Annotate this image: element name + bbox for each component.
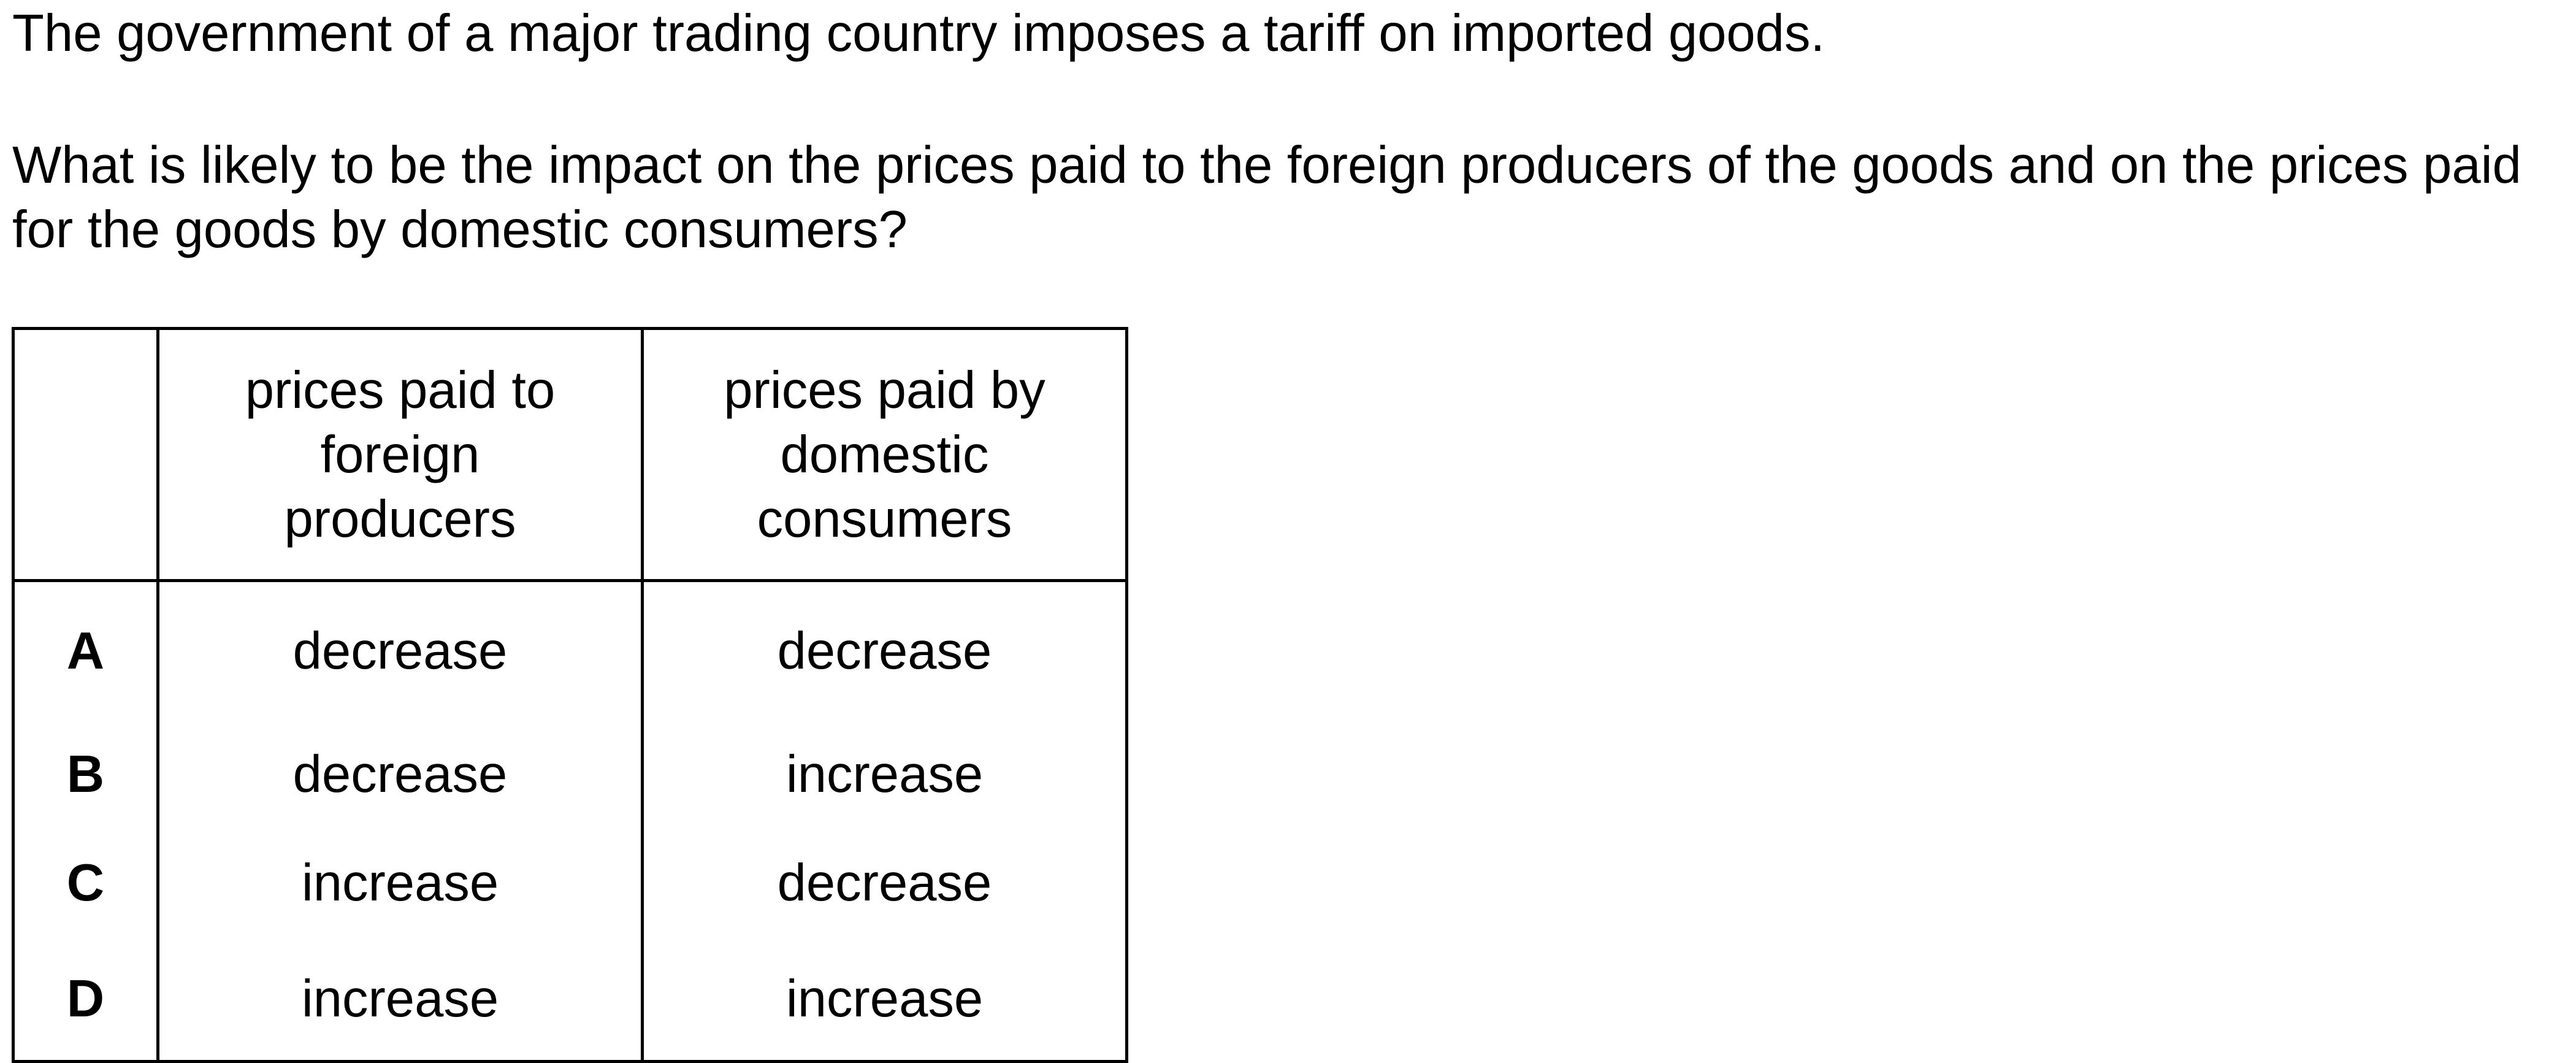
option-row-b[interactable]: B decrease increase xyxy=(12,720,1128,829)
table-header-row: prices paid to foreign producers prices … xyxy=(12,327,1128,582)
header-empty-cell xyxy=(12,327,158,582)
question-stem-intro: The government of a major trading countr… xyxy=(12,4,1825,63)
option-domestic-value: increase xyxy=(641,937,1128,1063)
header-domestic-consumers: prices paid by domestic consumers xyxy=(641,327,1128,582)
option-letter: B xyxy=(12,720,158,829)
option-domestic-value: increase xyxy=(641,720,1128,829)
option-domestic-value: decrease xyxy=(641,580,1128,720)
option-foreign-value: decrease xyxy=(156,720,643,829)
option-row-a[interactable]: A decrease decrease xyxy=(12,580,1128,720)
question-prompt-text: What is likely to be the impact on the p… xyxy=(12,136,2521,259)
header-foreign-producers: prices paid to foreign producers xyxy=(156,327,643,582)
option-letter: C xyxy=(12,829,158,937)
option-domestic-value: decrease xyxy=(641,829,1128,937)
option-row-c[interactable]: C increase decrease xyxy=(12,829,1128,937)
question-stem-prompt: What is likely to be the impact on the p… xyxy=(12,133,2526,262)
answer-options-table: prices paid to foreign producers prices … xyxy=(12,327,1128,1063)
option-foreign-value: increase xyxy=(156,937,643,1063)
option-row-d[interactable]: D increase increase xyxy=(12,937,1128,1063)
option-foreign-value: increase xyxy=(156,829,643,937)
option-foreign-value: decrease xyxy=(156,580,643,720)
option-letter: A xyxy=(12,580,158,720)
option-letter: D xyxy=(12,937,158,1063)
